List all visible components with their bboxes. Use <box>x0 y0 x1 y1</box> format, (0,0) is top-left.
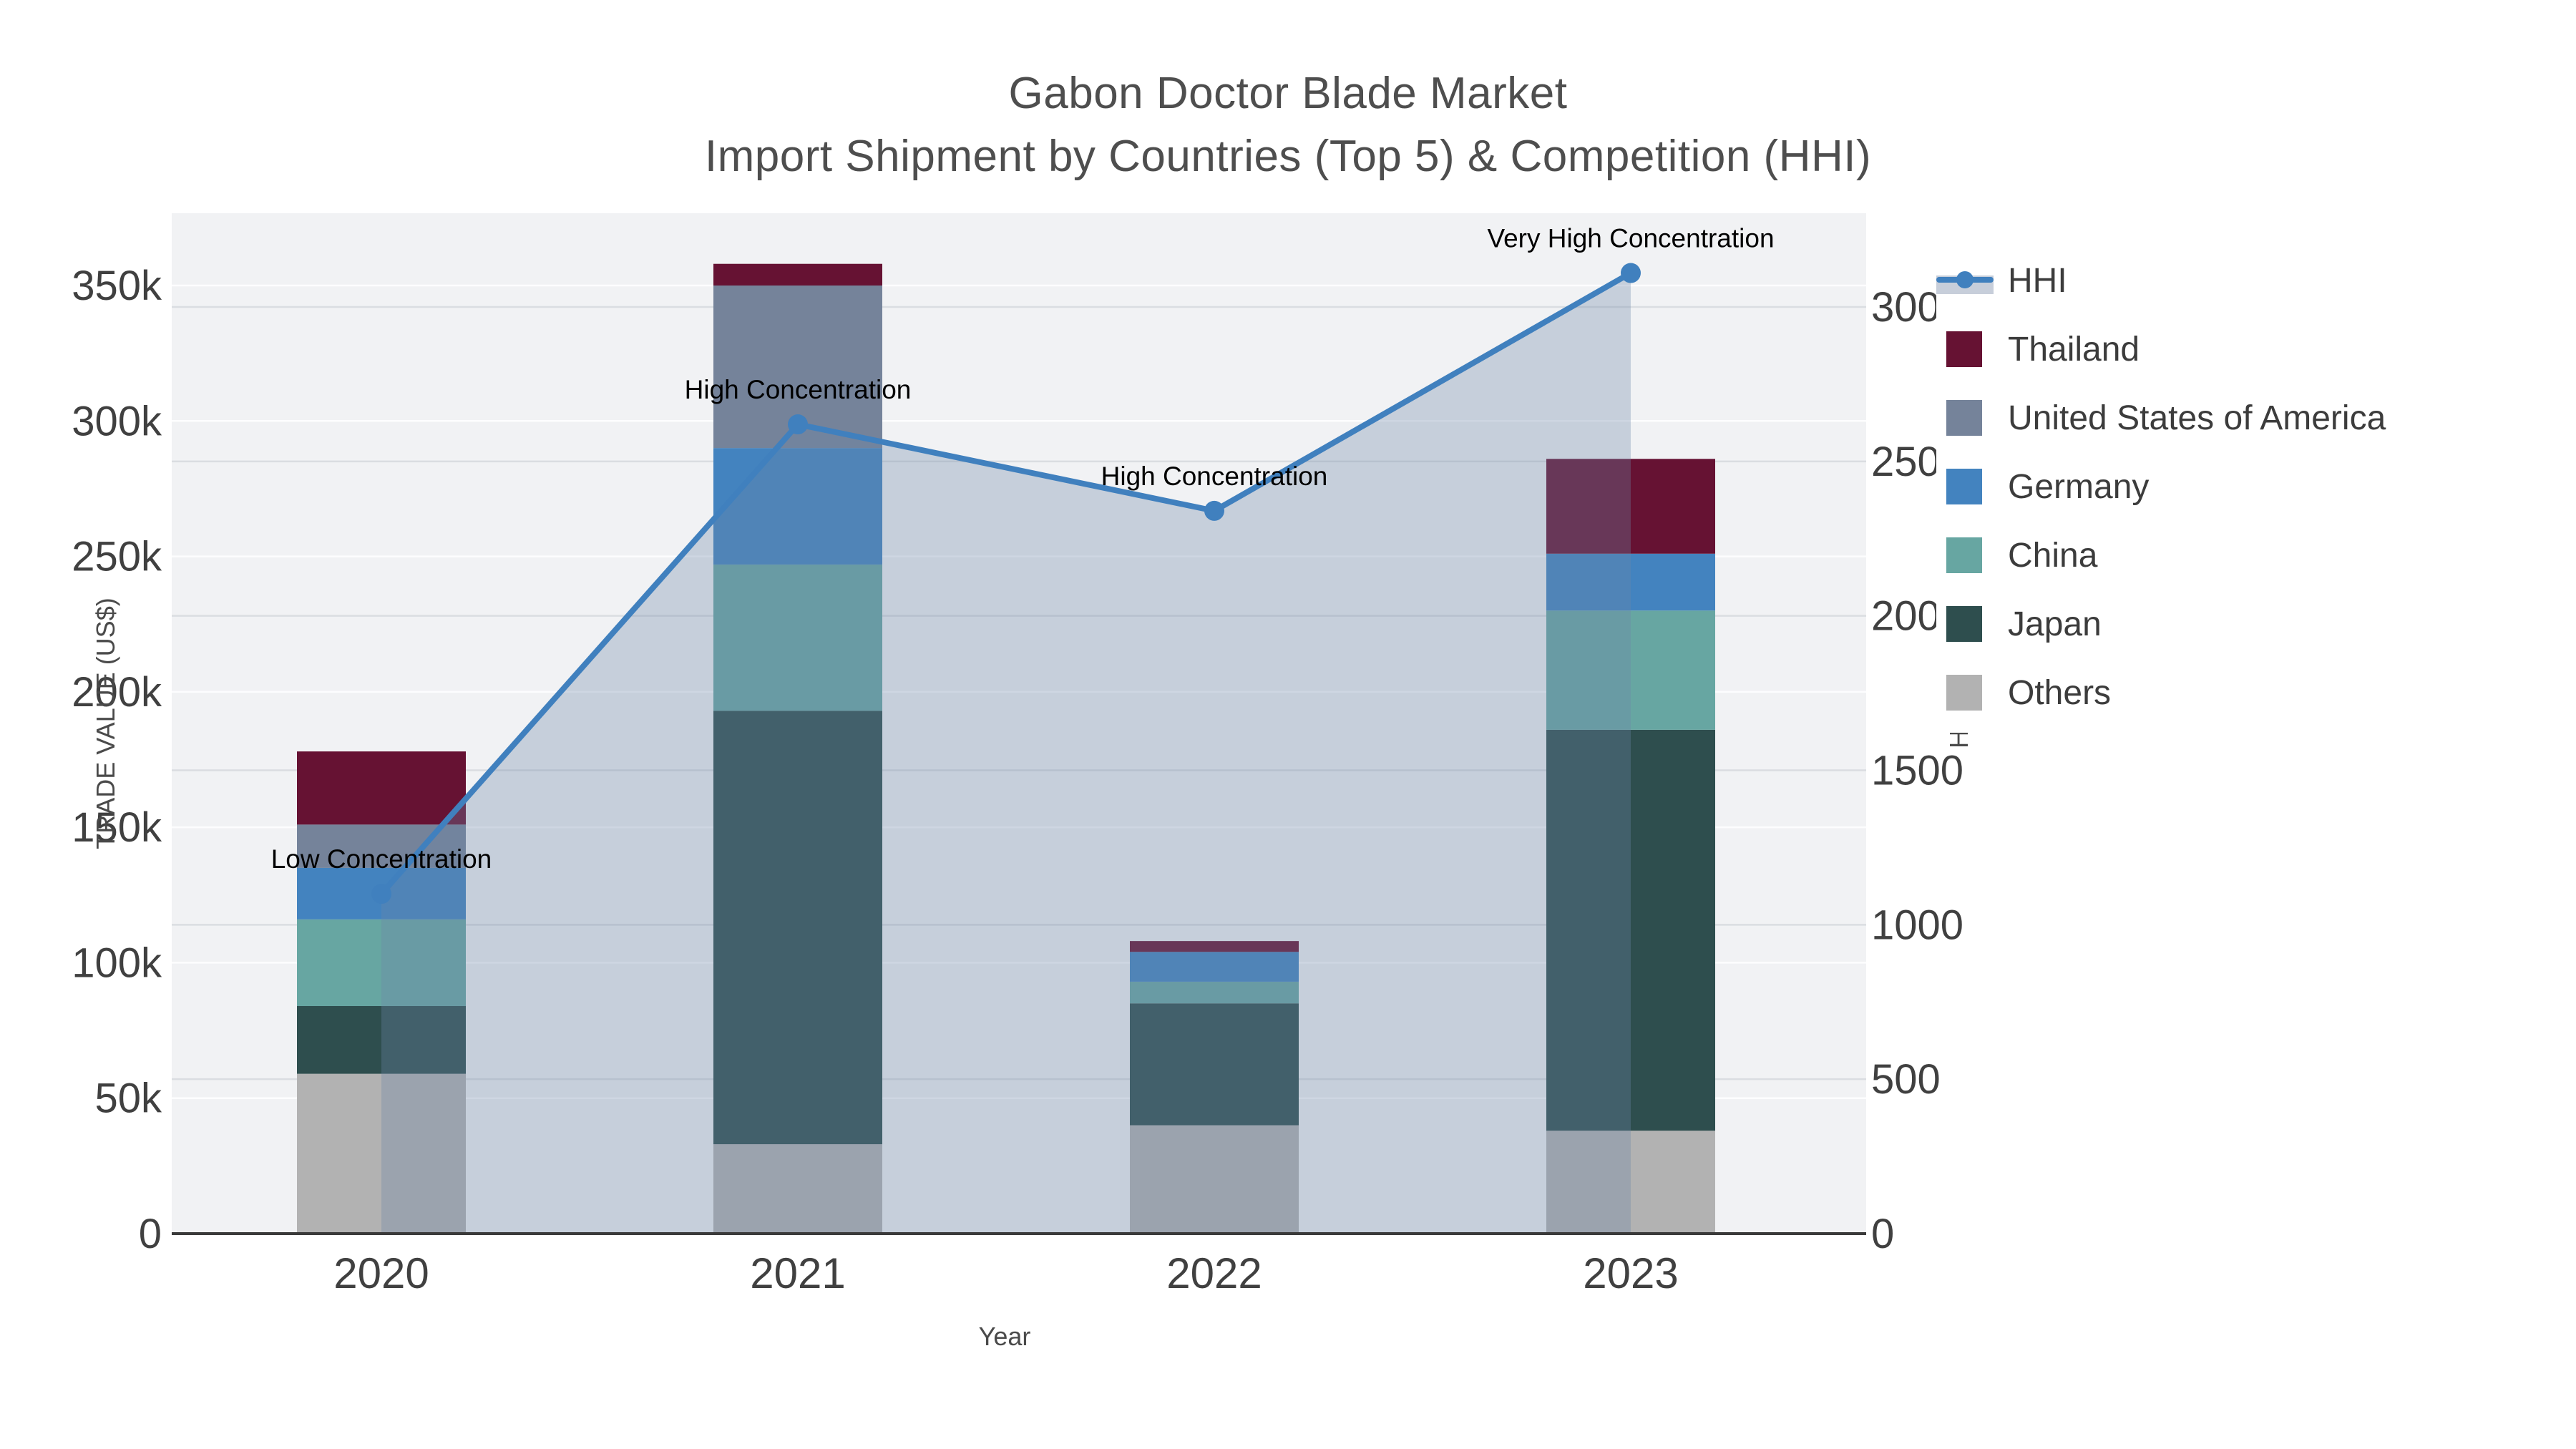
y-right-tick: 0 <box>1871 1211 1894 1257</box>
bar-segment-2023-others <box>1546 1131 1715 1234</box>
bar-segment-2022-others <box>1130 1125 1299 1234</box>
bar-segment-2023-germany <box>1546 553 1715 611</box>
hhi-line <box>379 270 1632 896</box>
x-tick-2023: 2023 <box>1583 1249 1678 1297</box>
legend-label: Others <box>2008 673 2112 712</box>
y-left-tick: 50k <box>94 1075 162 1122</box>
legend-item-japan[interactable]: Japan <box>1936 590 2547 658</box>
hhi-marker-2023 <box>1621 263 1641 283</box>
y-left-tick: 200k <box>72 669 162 716</box>
y-right-tick: 500 <box>1871 1056 1941 1103</box>
annotation-2020: Low Concentration <box>271 844 492 874</box>
legend-swatch-icon <box>1946 469 1982 504</box>
bar-segment-2021-thailand <box>713 263 882 286</box>
bar-segment-2023-thailand <box>1546 459 1715 554</box>
legend-label: Japan <box>2008 605 2102 643</box>
legend-label: HHI <box>2008 261 2067 300</box>
hhi-line-icon <box>1936 263 1994 298</box>
legend-label: United States of America <box>2008 399 2386 437</box>
y-left-tick: 300k <box>72 398 162 444</box>
x-tick-2021: 2021 <box>750 1249 845 1297</box>
bar-segment-2022-thailand <box>1130 941 1299 952</box>
legend-swatch-icon <box>1946 537 1982 573</box>
legend-swatch-icon <box>1946 606 1982 642</box>
bar-segment-2021-others <box>713 1144 882 1234</box>
chart-title-line2: Import Shipment by Countries (Top 5) & C… <box>704 132 1872 181</box>
legend-swatch-icon <box>1946 331 1982 367</box>
annotation-2021: High Concentration <box>685 375 912 404</box>
annotation-2022: High Concentration <box>1101 462 1328 491</box>
legend-item-hhi[interactable]: HHI <box>1936 246 2547 315</box>
bar-segment-2022-germany <box>1130 952 1299 982</box>
bar-segment-2020-china <box>297 919 466 1006</box>
legend-label: Thailand <box>2008 330 2140 369</box>
chart-title-line1: Gabon Doctor Blade Market <box>1008 69 1568 118</box>
annotation-2023: Very High Concentration <box>1487 224 1774 253</box>
y-right-tick: 1000 <box>1871 902 1963 948</box>
y-left-tick: 250k <box>72 534 162 580</box>
bar-segment-2022-china <box>1130 981 1299 1004</box>
legend-swatch-icon <box>1946 675 1982 711</box>
bar-segment-2023-china <box>1546 610 1715 730</box>
hhi-marker-2021 <box>788 414 808 435</box>
legend-item-united-states-of-america[interactable]: United States of America <box>1936 384 2547 452</box>
legend-item-others[interactable]: Others <box>1936 658 2547 727</box>
y-left-axis-title: TRADE VALUE (US$) <box>91 597 120 849</box>
bar-segment-2022-japan <box>1130 1003 1299 1126</box>
hhi-marker-2020 <box>371 884 391 904</box>
legend-item-thailand[interactable]: Thailand <box>1936 315 2547 384</box>
bar-segment-2020-japan <box>297 1006 466 1074</box>
bar-segment-2021-germany <box>713 448 882 565</box>
x-tick-2020: 2020 <box>333 1249 429 1297</box>
legend-label: Germany <box>2008 467 2150 506</box>
legend-item-germany[interactable]: Germany <box>1936 452 2547 521</box>
bar-segment-2021-japan <box>713 711 882 1145</box>
bar-segment-2020-thailand <box>297 751 466 825</box>
x-axis-title: Year <box>979 1322 1031 1351</box>
y-left-tick: 150k <box>72 804 162 851</box>
legend: HHI Thailand United States of America Germa… <box>1936 240 2547 733</box>
y-left-tick: 100k <box>72 940 162 986</box>
hhi-marker-2022 <box>1204 500 1224 521</box>
legend-label: China <box>2008 536 2098 575</box>
y-right-tick: 1500 <box>1871 748 1963 794</box>
legend-swatch-icon <box>1946 400 1982 436</box>
bar-segment-2021-china <box>713 564 882 711</box>
x-tick-2022: 2022 <box>1166 1249 1262 1297</box>
bar-segment-2023-japan <box>1546 729 1715 1131</box>
y-left-tick: 0 <box>139 1211 162 1257</box>
legend-item-china[interactable]: China <box>1936 521 2547 590</box>
hhi-area-fill <box>381 273 1631 1234</box>
bar-segment-2020-others <box>297 1073 466 1234</box>
y-left-tick: 350k <box>72 263 162 309</box>
